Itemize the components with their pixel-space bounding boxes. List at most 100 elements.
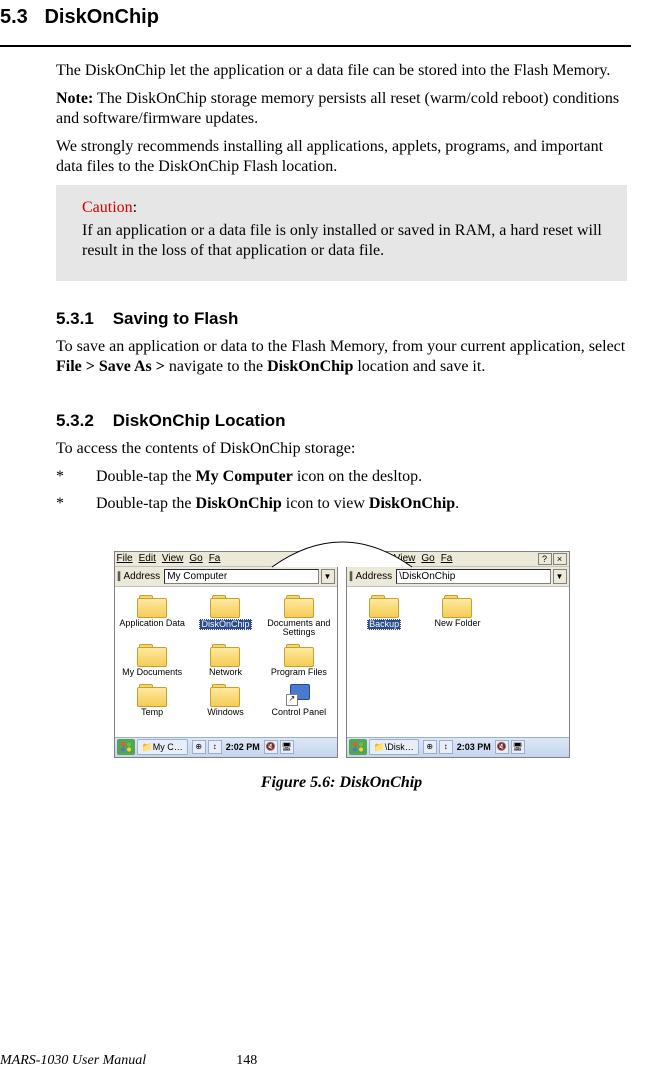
tray-icon[interactable]: ↕ [439, 740, 453, 754]
menu-view[interactable]: View [394, 553, 416, 564]
tray-icon[interactable]: 🔇 [495, 740, 509, 754]
section-number: 5.3 [0, 6, 28, 28]
folder-icon-item[interactable]: Backup [349, 593, 420, 631]
control-panel-icon [284, 682, 314, 706]
sub1-text-a: To save an application or data to the Fl… [56, 338, 625, 355]
icon-label: Windows [207, 708, 244, 718]
menu-go[interactable]: Go [189, 553, 202, 564]
sub1-bold-b: DiskOnChip [267, 358, 353, 375]
sub1-text-c: location and save it. [353, 358, 485, 375]
icon-label: Documents and Settings [263, 619, 334, 639]
icon-label: Control Panel [272, 708, 327, 718]
folder-icon-item[interactable]: Windows [190, 682, 261, 718]
task-label: \Disk… [385, 742, 414, 752]
folder-icon [137, 593, 167, 617]
menu-go[interactable]: Go [421, 553, 434, 564]
address-label: Address [124, 571, 161, 582]
start-button[interactable] [349, 739, 367, 755]
icon-label: Temp [141, 708, 163, 718]
folder-icon-item[interactable]: Program Files [263, 642, 334, 678]
menu-fav[interactable]: Fa [209, 553, 221, 564]
address-dropdown[interactable]: ▼ [553, 569, 567, 584]
taskbar-clock: 2:02 PM [226, 742, 260, 752]
icon-label: My Documents [122, 668, 182, 678]
address-dropdown[interactable]: ▼ [321, 569, 335, 584]
caution-label: Caution [82, 199, 133, 216]
note-text: The DiskOnChip storage memory persists a… [56, 90, 619, 127]
b2-bold2: DiskOnChip [369, 495, 455, 512]
bullet-2-text: Double-tap the DiskOnChip icon to view D… [96, 494, 459, 515]
section-rule [0, 45, 631, 47]
desktop-button[interactable]: 🖥 [511, 740, 525, 754]
bullet-2: * Double-tap the DiskOnChip icon to view… [56, 494, 627, 515]
menu-file[interactable]: File [349, 553, 365, 564]
folder-icon-item[interactable]: Temp [117, 682, 188, 718]
folder-icon-item[interactable]: Control Panel [263, 682, 334, 718]
paragraph-2: Note: The DiskOnChip storage memory pers… [56, 89, 627, 129]
menu-fav[interactable]: Fa [441, 553, 453, 564]
window-my-computer: File Edit View Go Fa ? × ∥ Address My Co… [114, 551, 338, 758]
close-button[interactable]: × [321, 553, 335, 565]
folder-icon-item[interactable]: New Folder [422, 593, 493, 631]
sub2-intro: To access the contents of DiskOnChip sto… [56, 439, 627, 459]
address-input[interactable]: \DiskOnChip [396, 569, 550, 584]
menubar: File Edit View Go Fa ? × [115, 552, 337, 567]
desktop-button[interactable]: 🖥 [280, 740, 294, 754]
paragraph-3: We strongly recommends installing all ap… [56, 137, 627, 177]
section-heading: 5.3 DiskOnChip [0, 6, 631, 31]
sub1-para: To save an application or data to the Fl… [56, 337, 627, 377]
subsection-2-title: DiskOnChip Location [113, 411, 286, 430]
icon-label: Network [209, 668, 242, 678]
page-footer: MARS-1030 User Manual 148 [0, 1053, 257, 1069]
b1-a: Double-tap the [96, 468, 196, 485]
taskbar-task-button[interactable]: 📁\Disk… [369, 739, 419, 755]
taskbar-task-button[interactable]: 📁My C… [137, 739, 188, 755]
folder-icon-item[interactable]: DiskOnChip [190, 593, 261, 639]
help-button[interactable]: ? [306, 553, 320, 565]
b2-a: Double-tap the [96, 495, 196, 512]
folder-icon-item[interactable]: Documents and Settings [263, 593, 334, 639]
folder-icon-item[interactable]: My Documents [117, 642, 188, 678]
menu-file[interactable]: File [117, 553, 133, 564]
subsection-1-num: 5.3.1 [56, 309, 94, 328]
folder-icon [210, 682, 240, 706]
icon-label: Application Data [119, 619, 185, 629]
b1-b: icon on the desltop. [293, 468, 422, 485]
icon-label: New Folder [434, 619, 480, 629]
address-input[interactable]: My Computer [164, 569, 318, 584]
folder-icon [210, 642, 240, 666]
bullet-1: * Double-tap the My Computer icon on the… [56, 467, 627, 488]
help-button[interactable]: ? [538, 553, 552, 565]
start-button[interactable] [117, 739, 135, 755]
subsection-1-title: Saving to Flash [113, 309, 239, 328]
section-title: DiskOnChip [44, 6, 158, 28]
menu-edit[interactable]: Edit [371, 553, 388, 564]
tray-icon[interactable]: ⊕ [423, 740, 437, 754]
caution-text: If an application or a data file is only… [82, 221, 609, 261]
paragraph-1: The DiskOnChip let the application or a … [56, 61, 627, 81]
folder-icon [137, 682, 167, 706]
folder-icon-item[interactable]: Application Data [117, 593, 188, 639]
folder-icon [284, 593, 314, 617]
tray-icon[interactable]: 🔇 [264, 740, 278, 754]
icon-label: DiskOnChip [199, 619, 251, 631]
footer-page-number: 148 [236, 1053, 257, 1069]
tray-icon[interactable]: ⊕ [192, 740, 206, 754]
caution-box: Caution: If an application or a data fil… [56, 185, 627, 281]
note-label: Note: [56, 90, 93, 107]
address-bar: ∥ Address My Computer ▼ [115, 567, 337, 587]
subsection-2-heading: 5.3.2 DiskOnChip Location [56, 411, 627, 431]
caution-label-line: Caution: [82, 199, 609, 217]
caution-colon: : [133, 199, 137, 216]
folder-icon-item[interactable]: Network [190, 642, 261, 678]
menu-edit[interactable]: Edit [139, 553, 156, 564]
close-button[interactable]: × [553, 553, 567, 565]
tray-icon[interactable]: ↕ [208, 740, 222, 754]
address-label: Address [356, 571, 393, 582]
sub1-bold-a: File > Save As > [56, 358, 165, 375]
window-diskonchip: File Edit View Go Fa ? × ∥ Address \Disk… [346, 551, 570, 758]
folder-icon [210, 593, 240, 617]
bullet-marker: * [56, 494, 96, 515]
subsection-2-num: 5.3.2 [56, 411, 94, 430]
menu-view[interactable]: View [162, 553, 184, 564]
